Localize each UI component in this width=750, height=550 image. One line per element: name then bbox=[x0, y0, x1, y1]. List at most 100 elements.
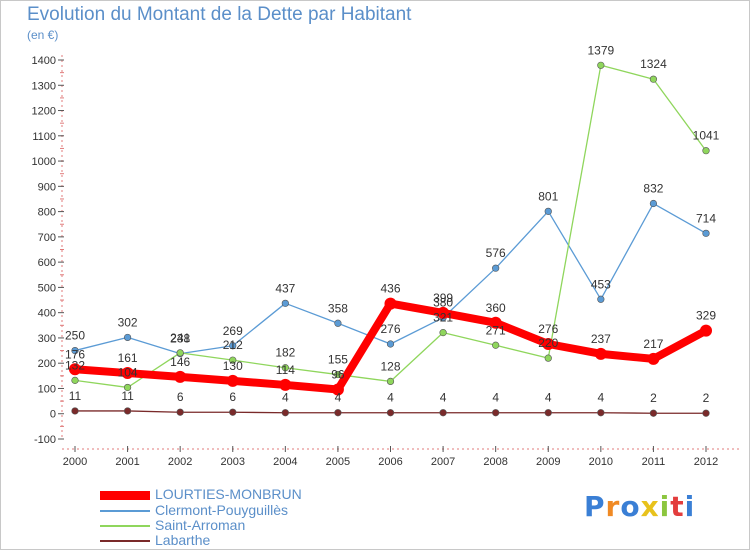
data-point bbox=[492, 264, 500, 272]
data-point bbox=[437, 306, 450, 319]
data-label: 2 bbox=[703, 391, 710, 405]
legend-swatch bbox=[100, 525, 150, 527]
data-label: 11 bbox=[121, 389, 134, 403]
data-label: 437 bbox=[275, 281, 295, 295]
x-tick-label: 2006 bbox=[378, 456, 402, 468]
data-point bbox=[386, 377, 395, 385]
data-point bbox=[647, 352, 660, 365]
data-point bbox=[229, 356, 237, 364]
data-label: 176 bbox=[65, 347, 85, 361]
legend-label: Saint-Arroman bbox=[155, 517, 246, 533]
data-point bbox=[597, 409, 605, 417]
logo-letter: x bbox=[640, 490, 660, 523]
y-tick-label: 1300 bbox=[32, 80, 56, 92]
data-label: 182 bbox=[275, 346, 295, 360]
chart-title: Evolution du Montant de la Dette par Hab… bbox=[27, 4, 412, 25]
data-label: 832 bbox=[643, 182, 663, 196]
data-point bbox=[279, 378, 292, 391]
data-point bbox=[386, 409, 395, 417]
data-label: 241 bbox=[170, 331, 190, 345]
data-label: 271 bbox=[486, 323, 506, 337]
data-point bbox=[439, 329, 447, 337]
data-label: 4 bbox=[545, 391, 552, 405]
y-tick-label: 1400 bbox=[32, 55, 56, 67]
y-tick-label: 1100 bbox=[32, 131, 56, 143]
data-label: 212 bbox=[223, 338, 243, 352]
data-point bbox=[544, 409, 552, 417]
data-point bbox=[123, 407, 132, 415]
y-tick-label: 900 bbox=[38, 181, 56, 193]
x-tick-label: 2002 bbox=[168, 456, 192, 468]
y-tick-label: 300 bbox=[38, 333, 56, 345]
data-label: 237 bbox=[591, 332, 611, 346]
data-label: 11 bbox=[69, 389, 82, 403]
data-point bbox=[331, 383, 344, 396]
x-tick-label: 2011 bbox=[642, 456, 666, 468]
x-tick-label: 2012 bbox=[694, 456, 718, 468]
data-label: 329 bbox=[696, 309, 716, 323]
x-tick-label: 2010 bbox=[589, 456, 613, 468]
x-tick-label: 2000 bbox=[63, 456, 87, 468]
data-point bbox=[492, 409, 500, 417]
legend-swatch bbox=[100, 490, 150, 500]
data-label: 104 bbox=[118, 365, 138, 379]
data-label: 276 bbox=[380, 322, 400, 336]
data-point bbox=[542, 337, 555, 350]
data-point bbox=[702, 229, 710, 237]
data-label: 4 bbox=[492, 391, 499, 405]
series-points bbox=[69, 61, 712, 417]
data-label: 96 bbox=[331, 367, 345, 381]
y-tick-label: 1200 bbox=[32, 106, 56, 118]
data-point bbox=[176, 408, 184, 416]
data-point bbox=[334, 319, 342, 327]
data-point bbox=[334, 409, 342, 417]
data-label: 399 bbox=[433, 291, 453, 305]
data-point bbox=[174, 370, 187, 383]
data-label: 161 bbox=[118, 351, 138, 365]
y-tick-label: 100 bbox=[38, 383, 56, 395]
y-tick-label: 0 bbox=[50, 409, 56, 421]
data-point bbox=[492, 341, 500, 349]
data-point bbox=[176, 349, 184, 357]
logo-letter: P bbox=[584, 490, 606, 523]
logo-letter: t bbox=[670, 490, 685, 523]
data-label: 576 bbox=[486, 246, 506, 260]
data-label: 380 bbox=[433, 296, 453, 310]
data-point bbox=[334, 370, 342, 379]
data-point bbox=[123, 333, 132, 342]
data-point bbox=[649, 199, 658, 208]
y-tick-label: -100 bbox=[34, 434, 56, 446]
y-tick-label: 400 bbox=[38, 308, 56, 320]
data-label: 1324 bbox=[640, 57, 667, 71]
data-label: 6 bbox=[177, 390, 184, 404]
y-tick-label: 200 bbox=[38, 358, 56, 370]
y-tick-label: 800 bbox=[38, 207, 56, 219]
chart-unit-label: (en €) bbox=[27, 28, 59, 42]
x-tick-label: 2009 bbox=[536, 456, 560, 468]
data-point bbox=[702, 409, 710, 417]
x-tick-label: 2003 bbox=[221, 456, 245, 468]
data-point bbox=[594, 347, 607, 360]
data-label: 269 bbox=[223, 324, 243, 338]
data-label: 220 bbox=[538, 336, 558, 350]
data-point bbox=[281, 409, 289, 417]
data-point bbox=[123, 383, 132, 392]
data-point bbox=[71, 407, 79, 415]
data-label: 358 bbox=[328, 301, 348, 315]
data-point bbox=[226, 374, 239, 387]
data-label: 714 bbox=[696, 211, 716, 225]
data-point bbox=[700, 324, 712, 337]
data-label: 250 bbox=[65, 329, 85, 343]
data-label: 146 bbox=[170, 355, 190, 369]
data-label: 128 bbox=[380, 359, 400, 373]
data-label: 132 bbox=[65, 358, 85, 372]
data-point bbox=[386, 340, 395, 348]
data-point bbox=[489, 316, 502, 329]
data-point bbox=[229, 342, 237, 350]
data-label: 276 bbox=[538, 322, 558, 336]
data-point bbox=[121, 367, 134, 380]
data-label: 1379 bbox=[587, 43, 614, 57]
proxiti-logo: Proxiti bbox=[584, 490, 695, 523]
